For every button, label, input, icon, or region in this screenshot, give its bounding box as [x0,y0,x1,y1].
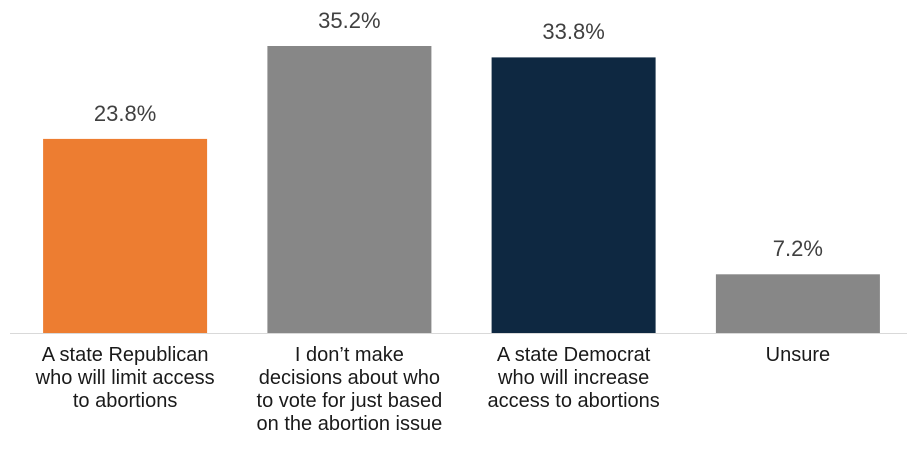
bar-3 [715,274,880,333]
category-label-0: A state Republican who will limit access… [35,344,215,412]
category-label-3: Unsure [765,344,831,366]
category-label-2: A state Democrat who will increase acces… [487,344,660,412]
value-label-3: 7.2% [772,236,823,262]
bar-1 [267,46,432,333]
category-label-1: I don’t make decisions about who to vote… [256,344,443,435]
value-label-0: 23.8% [93,100,157,126]
bar-2 [491,57,656,334]
value-label-1: 35.2% [318,8,381,33]
value-label-2: 33.8% [542,19,605,45]
bar-0 [43,138,208,333]
